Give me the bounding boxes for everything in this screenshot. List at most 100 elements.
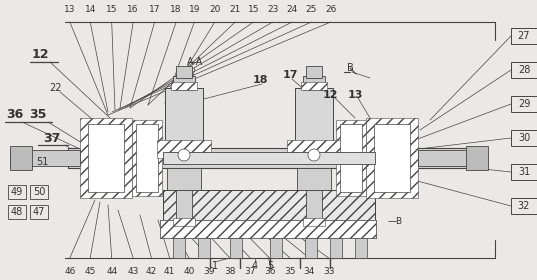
Circle shape: [178, 149, 190, 161]
Text: 42: 42: [146, 267, 157, 276]
Bar: [511, 96, 537, 112]
Text: 45: 45: [84, 267, 96, 276]
Text: 21: 21: [229, 6, 241, 15]
Bar: [270, 238, 282, 258]
Bar: [30, 185, 48, 199]
Text: 44: 44: [106, 267, 117, 276]
Bar: [160, 220, 376, 238]
Text: 15: 15: [248, 6, 259, 15]
Bar: [173, 76, 195, 90]
Text: 46: 46: [64, 267, 76, 276]
Bar: [336, 120, 366, 196]
Text: —B: —B: [387, 218, 403, 227]
Text: 41: 41: [164, 267, 176, 276]
Bar: [171, 82, 197, 90]
Text: 31: 31: [518, 167, 530, 177]
Text: 13: 13: [347, 90, 362, 100]
Text: 17: 17: [282, 70, 297, 80]
Text: 29: 29: [518, 99, 530, 109]
Bar: [163, 190, 375, 220]
Bar: [198, 238, 210, 258]
Text: 18: 18: [252, 75, 268, 85]
Text: 40: 40: [183, 267, 195, 276]
Bar: [10, 150, 80, 166]
Text: 16: 16: [127, 6, 139, 15]
Text: 35: 35: [284, 267, 296, 276]
Text: 18: 18: [170, 6, 182, 15]
Text: 38: 38: [224, 267, 236, 276]
Bar: [418, 150, 470, 166]
Bar: [297, 168, 331, 190]
Bar: [68, 148, 470, 168]
Bar: [160, 220, 376, 238]
Bar: [8, 185, 26, 199]
Text: A-A: A-A: [187, 57, 203, 67]
Bar: [330, 238, 342, 258]
Circle shape: [308, 149, 320, 161]
Text: 48: 48: [11, 207, 23, 217]
Text: 26: 26: [325, 6, 337, 15]
Text: 39: 39: [204, 267, 215, 276]
Bar: [355, 238, 367, 258]
Text: 25: 25: [306, 6, 317, 15]
Bar: [30, 205, 48, 219]
Bar: [173, 238, 185, 258]
Text: 49: 49: [11, 187, 23, 197]
Bar: [374, 124, 410, 192]
Text: 12: 12: [322, 90, 338, 100]
Bar: [165, 88, 203, 153]
Bar: [303, 218, 325, 226]
Bar: [340, 124, 362, 192]
Text: 32: 32: [518, 201, 530, 211]
Text: 28: 28: [518, 65, 530, 75]
Text: 19: 19: [188, 6, 200, 15]
Bar: [157, 140, 211, 158]
Text: 33: 33: [323, 267, 335, 276]
Bar: [511, 164, 537, 180]
Text: 22: 22: [49, 83, 61, 93]
Bar: [132, 120, 162, 196]
Text: 36: 36: [6, 109, 24, 122]
Bar: [306, 66, 322, 78]
Text: 13: 13: [64, 6, 76, 15]
Bar: [287, 140, 341, 158]
Text: 27: 27: [518, 31, 530, 41]
Bar: [511, 130, 537, 146]
Bar: [10, 146, 32, 170]
Bar: [176, 66, 192, 78]
Bar: [466, 146, 488, 170]
Text: 34: 34: [303, 267, 315, 276]
Bar: [230, 238, 242, 258]
Bar: [88, 124, 124, 192]
Text: 36: 36: [264, 267, 275, 276]
Bar: [295, 88, 333, 153]
Bar: [306, 190, 322, 220]
Text: 37: 37: [244, 267, 256, 276]
Bar: [366, 118, 418, 198]
Text: 35: 35: [30, 109, 47, 122]
Bar: [303, 76, 325, 90]
Bar: [176, 190, 192, 220]
Bar: [173, 218, 195, 226]
Text: 37: 37: [43, 132, 61, 144]
Text: 15: 15: [106, 6, 118, 15]
Bar: [163, 190, 375, 220]
Bar: [511, 28, 537, 44]
Text: 4: 4: [252, 261, 258, 271]
Bar: [8, 205, 26, 219]
Bar: [163, 152, 375, 164]
Text: 20: 20: [209, 6, 221, 15]
Bar: [511, 62, 537, 78]
Text: 1: 1: [212, 261, 218, 271]
Bar: [136, 124, 158, 192]
Text: 50: 50: [33, 187, 45, 197]
Text: 5: 5: [267, 261, 273, 271]
Text: 17: 17: [149, 6, 161, 15]
Text: 24: 24: [287, 6, 297, 15]
Text: 12: 12: [31, 48, 49, 62]
Text: B: B: [346, 63, 353, 73]
Bar: [80, 118, 132, 198]
Bar: [511, 198, 537, 214]
Text: 14: 14: [84, 6, 96, 15]
Text: 43: 43: [127, 267, 139, 276]
